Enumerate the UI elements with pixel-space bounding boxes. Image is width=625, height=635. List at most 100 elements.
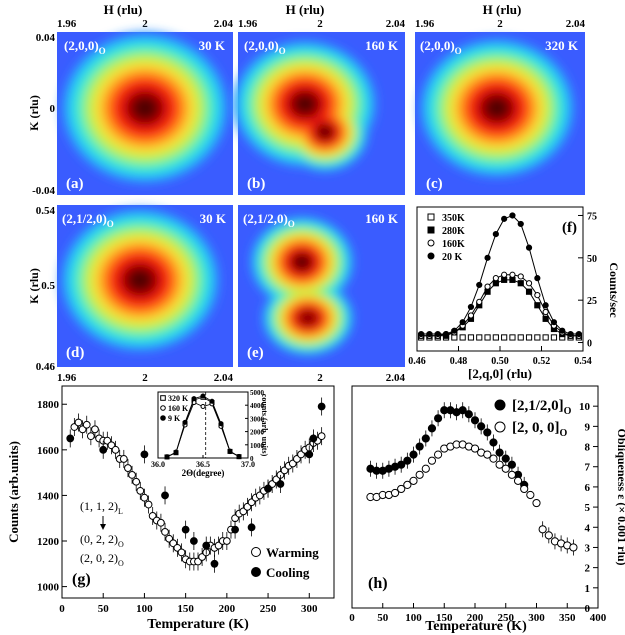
f-point-3-5 bbox=[459, 319, 466, 326]
panel-f-ticks: 0.46 0.48 0.50 0.52 0.54 0 25 50 75 bbox=[408, 211, 597, 367]
g-point-0-60 bbox=[317, 432, 326, 441]
h-point-0-5 bbox=[397, 460, 406, 469]
g-xtick-label: 0 bbox=[59, 603, 65, 615]
h-point-0-19 bbox=[483, 428, 492, 437]
f-point-0-11 bbox=[509, 334, 516, 341]
h-point-1-8 bbox=[415, 470, 424, 479]
row2-ytick-2: 0.46 bbox=[36, 361, 56, 373]
map-d-temperature: 30 K bbox=[200, 211, 227, 226]
row1-ytick-0: 0.04 bbox=[36, 32, 56, 44]
inset-ytick-label: 0 bbox=[250, 455, 254, 463]
f-point-0-9 bbox=[492, 334, 499, 341]
annot-line-3: (2, 0, 2) bbox=[80, 551, 118, 565]
map-e-contour-level-9-0 bbox=[295, 256, 309, 268]
g-point-0-3 bbox=[82, 420, 91, 429]
f-point-0-12 bbox=[517, 334, 524, 341]
h-xtick-label: 200 bbox=[467, 612, 484, 624]
h-xtick-label: 300 bbox=[528, 612, 545, 624]
h-xtick-label: 50 bbox=[377, 612, 389, 624]
map-b-contour-level-9-1 bbox=[319, 126, 331, 138]
f-point-3-2 bbox=[434, 330, 441, 338]
f-legend-label-2: 160K bbox=[442, 239, 465, 250]
h-point-0-9 bbox=[421, 434, 430, 443]
g-point-1-7 bbox=[210, 559, 219, 568]
panel-f-ylabel: Counts/sec bbox=[607, 262, 621, 318]
h-xtick-label: 0 bbox=[349, 612, 355, 624]
g-point-1-2 bbox=[140, 450, 149, 459]
h-ytick-label: 7 bbox=[585, 462, 591, 474]
panel-g: 0 50 100 150 200 250 300 1000 1200 1400 1600 1800 3… bbox=[6, 385, 335, 632]
g-point-0-21 bbox=[157, 518, 165, 527]
g-point-0-13 bbox=[124, 464, 132, 472]
inset-ytick-label: 5000 bbox=[250, 389, 265, 397]
map-panel-a bbox=[57, 32, 233, 195]
f-xtick-label: 0.48 bbox=[450, 356, 468, 367]
map-panel-e bbox=[238, 205, 405, 367]
inset-ytick-label: 3000 bbox=[250, 415, 265, 423]
h-point-0-6 bbox=[403, 456, 412, 465]
f-point-2-10 bbox=[501, 271, 508, 278]
top-tick-c-0: 1.96 bbox=[415, 18, 435, 30]
f-point-3-15 bbox=[542, 302, 549, 309]
g-point-1-10 bbox=[264, 484, 272, 493]
g-xtick-label: 150 bbox=[177, 603, 194, 615]
map-b-reflection: (2,0,0)O bbox=[244, 38, 286, 56]
inset-point-2-5 bbox=[209, 398, 215, 404]
map-e-reflection: (2,1/2,0)O bbox=[243, 211, 295, 229]
svg-text:(0, 2, 2)O: (0, 2, 2)O bbox=[80, 532, 124, 549]
h-xtick-label: 350 bbox=[559, 612, 576, 624]
inset-legend-label-1: 160 K bbox=[168, 404, 189, 413]
map-b-contours bbox=[233, 40, 377, 172]
map-panel-d bbox=[57, 205, 233, 367]
g-point-1-11 bbox=[276, 480, 285, 488]
map-d-reflection: (2,1/2,0)O bbox=[62, 211, 114, 229]
inset-legend-label-2: 9 K bbox=[168, 414, 181, 423]
annot-line-2: (0, 2, 2) bbox=[80, 532, 118, 546]
h-point-1-22 bbox=[501, 464, 510, 473]
map-b-temperature: 160 K bbox=[365, 38, 399, 53]
h-point-1-20 bbox=[489, 454, 498, 463]
g-point-0-22 bbox=[161, 527, 169, 536]
inset-ytick-label: 4000 bbox=[250, 402, 265, 410]
bottom-tick-d-1: 2 bbox=[142, 372, 148, 384]
top-tick-b-2: 2.04 bbox=[386, 18, 406, 30]
map-b-contour-level-9-0 bbox=[295, 95, 315, 113]
row2-ytick-1: 0.5 bbox=[41, 280, 55, 292]
h-xtick-label: 150 bbox=[436, 612, 453, 624]
panel-f-xlabel: [2,q,0] (rlu) bbox=[468, 366, 532, 381]
g-xtick-label: 200 bbox=[219, 603, 236, 615]
inset-legend-marker-0 bbox=[160, 395, 166, 401]
h-ytick-label: 3 bbox=[585, 542, 591, 554]
inset-xtick-label: 36.0 bbox=[151, 460, 165, 469]
f-point-2-11 bbox=[509, 271, 516, 278]
f-point-1-11 bbox=[509, 276, 516, 283]
h-point-1-7 bbox=[409, 476, 418, 485]
map-e-contour-level-8-1 bbox=[297, 309, 319, 327]
h-xtick-label: 100 bbox=[405, 612, 422, 624]
map-e-temperature: 160 K bbox=[365, 211, 399, 226]
g-point-0-37 bbox=[222, 537, 231, 545]
f-point-1-9 bbox=[492, 280, 499, 287]
f-point-0-5 bbox=[459, 334, 466, 341]
h-ytick-label: 4 bbox=[585, 522, 591, 534]
map-panel-c bbox=[415, 32, 585, 195]
inset-ytick-label: 2000 bbox=[250, 429, 265, 437]
top-tick-c-2: 2.04 bbox=[566, 18, 586, 30]
f-point-2-15 bbox=[542, 308, 549, 316]
f-point-3-18 bbox=[567, 330, 574, 338]
f-point-2-9 bbox=[492, 275, 499, 282]
g-point-0-15 bbox=[132, 477, 141, 486]
panel-f-series bbox=[418, 212, 582, 341]
g-point-1-8 bbox=[231, 525, 239, 534]
g-point-0-14 bbox=[128, 471, 136, 479]
g-point-0-16 bbox=[136, 486, 145, 495]
h-point-0-8 bbox=[415, 442, 424, 451]
inset-point-1-4 bbox=[200, 404, 206, 410]
f-point-2-12 bbox=[517, 273, 524, 280]
panel-h-ylabel: Obliqueness ε (× 0.001 rlu) bbox=[615, 429, 625, 566]
annot-line-1: (1, 1, 2) bbox=[80, 499, 118, 513]
g-point-1-6 bbox=[202, 541, 211, 550]
f-point-3-16 bbox=[550, 319, 558, 326]
inset-xtick-label: 36.5 bbox=[196, 460, 210, 469]
annot-sub-1: L bbox=[118, 507, 123, 516]
